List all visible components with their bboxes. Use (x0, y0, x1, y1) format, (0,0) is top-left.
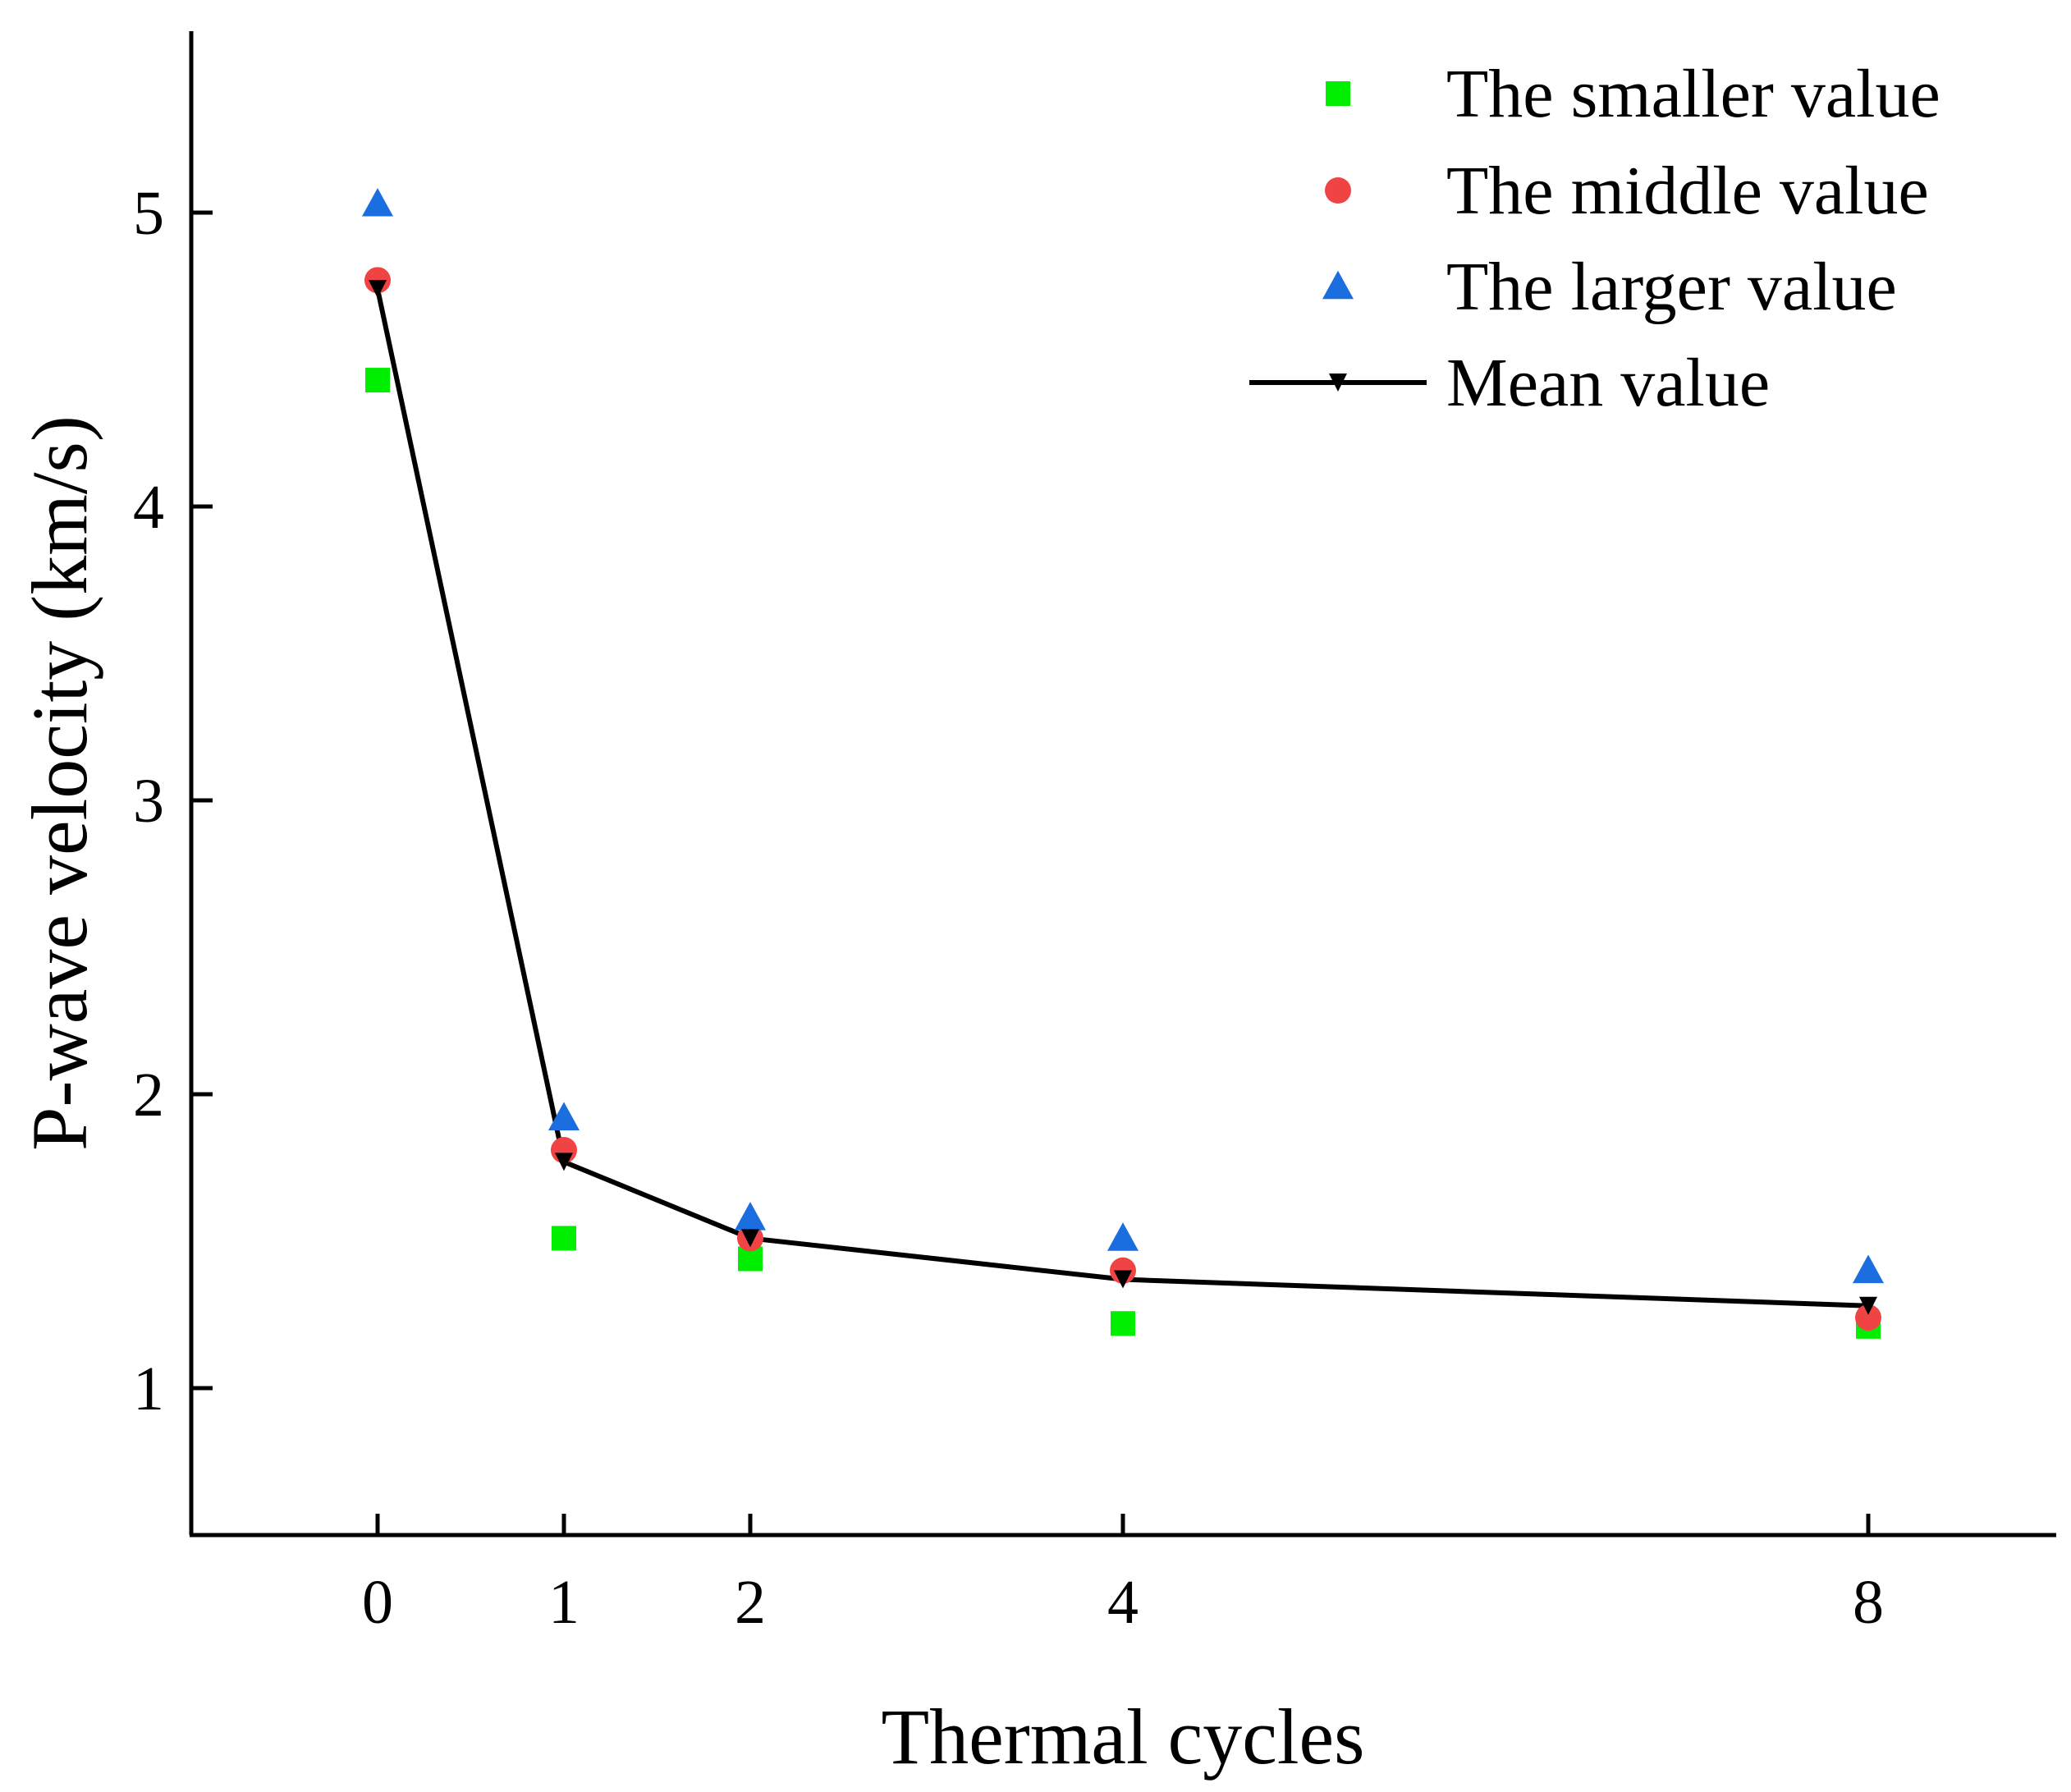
legend: The smaller value The middle value The lar… (1249, 56, 1940, 421)
the-smaller-value-point (365, 368, 390, 393)
legend-label: Mean value (1446, 345, 1770, 421)
legend-marker-the-larger-value (1322, 270, 1354, 300)
the-larger-value-point (362, 187, 393, 217)
the-larger-value-point (735, 1202, 766, 1231)
x-tick-label: 0 (362, 1568, 393, 1637)
the-larger-value-point (1853, 1254, 1884, 1284)
mean-value-point (1114, 1270, 1132, 1289)
y-tick-label: 1 (133, 1354, 164, 1423)
x-ticks: 0 1 2 4 8 (362, 1514, 1884, 1637)
the-larger-value-point (1107, 1222, 1139, 1251)
mean-value-point (369, 280, 387, 299)
legend-label: The smaller value (1446, 56, 1940, 132)
x-tick-label: 1 (548, 1568, 580, 1637)
the-middle-value-point (1855, 1304, 1881, 1331)
mean-value-point (555, 1153, 573, 1171)
x-tick-label: 4 (1107, 1568, 1139, 1637)
data-markers (362, 187, 1884, 1339)
mean-value-point (1859, 1296, 1877, 1315)
legend-label: The larger value (1446, 249, 1897, 325)
y-tick-label: 4 (133, 473, 164, 542)
y-axis-title: P-wave velocity (km/s) (16, 415, 103, 1151)
y-tick-label: 3 (133, 767, 164, 836)
the-larger-value-point (548, 1102, 580, 1130)
y-ticks: 1 2 3 4 5 (133, 179, 213, 1423)
legend-marker-mean-value (1329, 374, 1347, 392)
x-axis-title: Thermal cycles (881, 1693, 1364, 1781)
mean-value-line (375, 288, 1869, 1308)
the-smaller-value-point (1111, 1311, 1135, 1336)
the-smaller-value-point (552, 1226, 576, 1251)
y-tick-label: 2 (133, 1061, 164, 1130)
y-tick-label: 5 (133, 179, 164, 248)
x-tick-label: 8 (1853, 1568, 1884, 1637)
mean-value-point (741, 1229, 759, 1248)
mean-value-line-group (375, 288, 1869, 1308)
x-tick-label: 2 (735, 1568, 766, 1637)
legend-label: The middle value (1446, 153, 1929, 229)
legend-marker-the-middle-value (1325, 177, 1351, 204)
legend-marker-the-smaller-value (1326, 81, 1350, 106)
